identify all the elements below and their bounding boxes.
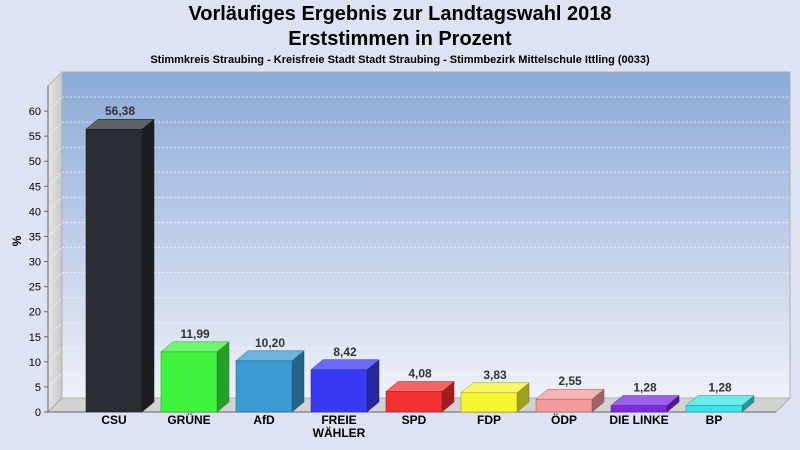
value-label: 1,28 bbox=[708, 381, 732, 395]
bar-grüne: 11,99 bbox=[160, 327, 230, 413]
value-label: 11,99 bbox=[180, 327, 210, 341]
chart-title: Vorläufiges Ergebnis zur Landtagswahl 20… bbox=[188, 3, 612, 25]
bar-fdp: 3,83 bbox=[460, 368, 530, 413]
gridline bbox=[47, 171, 790, 187]
y-tick-label: 45 bbox=[29, 181, 41, 193]
y-tick-label: 50 bbox=[29, 156, 41, 168]
bar-side bbox=[216, 341, 230, 413]
gridline bbox=[47, 196, 790, 212]
y-tick-label: 5 bbox=[35, 382, 41, 394]
bar-front bbox=[685, 405, 743, 413]
bar-bp: 1,28 bbox=[685, 381, 755, 413]
bar-front bbox=[610, 405, 668, 413]
y-tick-label: 60 bbox=[29, 106, 41, 118]
x-tick-label: FREIE bbox=[321, 413, 356, 427]
y-tick-label: 25 bbox=[29, 282, 41, 294]
y-tick-label: 40 bbox=[29, 206, 41, 218]
y-tick-label: 10 bbox=[29, 357, 41, 369]
gridline bbox=[47, 96, 790, 112]
bar-die-linke: 1,28 bbox=[610, 381, 680, 413]
bar-spd: 4,08 bbox=[385, 367, 455, 413]
bar-front bbox=[235, 360, 293, 413]
x-tick-label: GRÜNE bbox=[167, 412, 210, 427]
bar-front bbox=[535, 398, 593, 413]
x-tick-label: DIE LINKE bbox=[609, 413, 668, 427]
y-tick-label: 20 bbox=[29, 307, 41, 319]
gridline bbox=[47, 347, 790, 363]
bar-csu: 56,38 bbox=[85, 104, 155, 413]
chart-subtitle: Stimmkreis Straubing - Kreisfreie Stadt … bbox=[150, 54, 650, 66]
y-axis-label: % bbox=[10, 235, 24, 246]
bar-front bbox=[385, 391, 443, 413]
bar-top bbox=[385, 381, 455, 392]
gridline bbox=[47, 372, 790, 388]
gridline bbox=[47, 297, 790, 313]
value-label: 1,28 bbox=[633, 381, 657, 395]
y-tick-label: 30 bbox=[29, 257, 41, 269]
bar-side bbox=[291, 350, 305, 413]
x-tick-label: FDP bbox=[477, 413, 501, 427]
x-tick-label: ÖDP bbox=[551, 412, 577, 427]
bar-ödp: 2,55 bbox=[535, 374, 605, 413]
bar-top bbox=[685, 395, 755, 406]
value-label: 56,38 bbox=[105, 104, 135, 118]
bars: 56,38 11,99 10,20 8,42 4,08 3,83 2,55 1,28 1,28 bbox=[85, 104, 755, 413]
value-label: 10,20 bbox=[255, 336, 285, 350]
bar-top bbox=[235, 350, 305, 362]
bar-front bbox=[310, 369, 368, 413]
bar-side bbox=[141, 118, 155, 413]
bar-front bbox=[460, 392, 518, 413]
chart-title-line-2: Erststimmen in Prozent bbox=[288, 28, 512, 50]
bar-front bbox=[85, 128, 143, 413]
y-tick-label: 35 bbox=[29, 231, 41, 243]
bar-afd: 10,20 bbox=[235, 336, 305, 413]
plot-background bbox=[46, 70, 792, 414]
gridline bbox=[47, 221, 790, 237]
y-tick-label: 55 bbox=[29, 131, 41, 143]
bar-top bbox=[160, 341, 230, 353]
x-tick-label: CSU bbox=[101, 413, 126, 427]
gridline bbox=[47, 322, 790, 338]
y-tick-label: 0 bbox=[35, 407, 41, 419]
x-tick-label: BP bbox=[706, 413, 723, 427]
gridline bbox=[47, 272, 790, 287]
bar-front bbox=[160, 351, 218, 413]
bar-top bbox=[535, 388, 605, 400]
y-tick-label: 15 bbox=[29, 332, 41, 344]
value-label: 4,08 bbox=[408, 367, 432, 381]
gridline bbox=[47, 121, 790, 137]
value-label: 8,42 bbox=[333, 345, 357, 359]
x-tick-label: WÄHLER bbox=[313, 425, 366, 440]
x-tick-label: SPD bbox=[402, 413, 427, 427]
gridline bbox=[47, 146, 790, 162]
bar-top bbox=[310, 359, 380, 371]
bar-top bbox=[460, 382, 530, 394]
gridlines bbox=[47, 96, 790, 388]
x-tick-label: AfD bbox=[253, 413, 275, 427]
bar-freie-wähler: 8,42 bbox=[310, 345, 380, 413]
value-label: 3,83 bbox=[483, 368, 507, 382]
bar-top bbox=[610, 395, 680, 406]
value-label: 2,55 bbox=[558, 374, 582, 388]
bar-top bbox=[85, 118, 155, 130]
gridline bbox=[47, 247, 790, 262]
